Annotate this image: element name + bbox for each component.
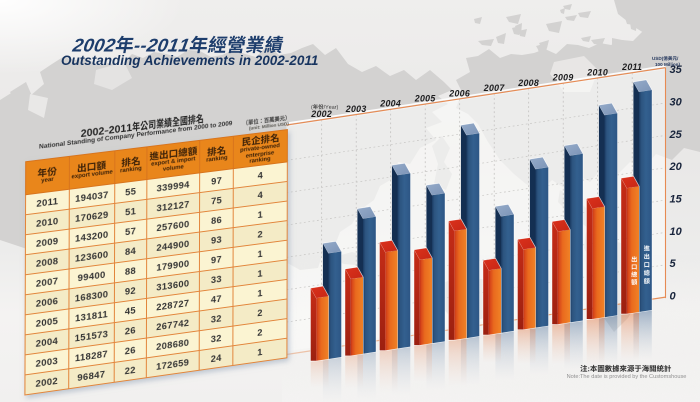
svg-text:0: 0 [670,291,677,303]
svg-text:2003: 2003 [345,104,367,114]
svg-text:10: 10 [670,226,683,238]
svg-text:100 Million): 100 Million) [655,62,680,67]
svg-text:2004: 2004 [379,99,401,109]
svg-text:2002: 2002 [310,109,332,119]
svg-text:25: 25 [669,129,683,141]
svg-text:2007: 2007 [483,83,506,93]
svg-text:30: 30 [670,97,683,109]
svg-text:20: 20 [669,161,683,173]
svg-text:Outstanding Achievements in 20: Outstanding Achievements in 2002-2011 [61,53,318,68]
svg-text:2010: 2010 [586,67,608,77]
svg-text:2008: 2008 [517,78,539,88]
svg-text:15: 15 [670,194,683,206]
svg-text:35: 35 [670,64,683,76]
svg-text:2006: 2006 [448,88,470,98]
svg-text:5: 5 [670,258,677,270]
svg-text:2009: 2009 [552,73,574,83]
svg-text:2011: 2011 [621,62,642,72]
svg-text:Note:The date is provided by t: Note:The date is provided by the Customs… [567,374,687,380]
svg-text:2005: 2005 [414,94,436,104]
